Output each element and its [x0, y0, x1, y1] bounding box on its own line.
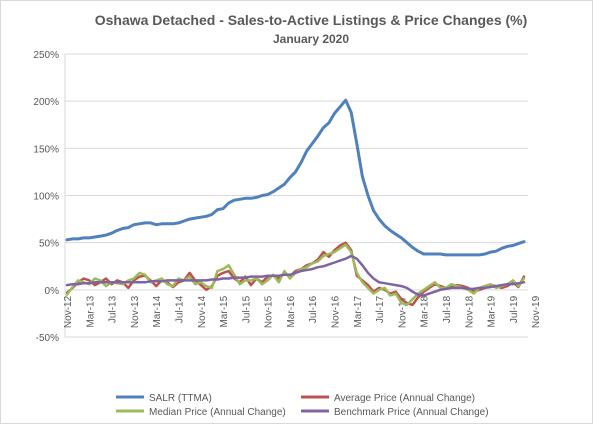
x-tick-label: Nov-17 — [397, 295, 408, 328]
x-tick-label: Nov-12 — [63, 295, 74, 328]
x-tick-label: Mar-15 — [219, 295, 230, 327]
legend-label: Median Price (Annual Change) — [149, 407, 286, 418]
x-tick-label: Jul-15 — [241, 295, 252, 323]
x-tick-label: Nov-16 — [331, 295, 342, 328]
y-tick-label: 250% — [33, 50, 59, 61]
x-tick-label: Jul-14 — [174, 295, 185, 323]
x-tick-label: Jul-17 — [375, 295, 386, 323]
x-tick-label: Jul-19 — [509, 295, 520, 323]
y-tick-label: 0% — [45, 286, 60, 297]
x-tick-label: Nov-18 — [464, 295, 475, 328]
chart-title: Oshawa Detached - Sales-to-Active Listin… — [95, 12, 528, 28]
x-tick-label: Jul-13 — [108, 295, 119, 323]
y-tick-label: 200% — [33, 97, 59, 108]
y-tick-label: 150% — [33, 144, 59, 155]
x-tick-label: Nov-14 — [197, 295, 208, 328]
legend-label: Average Price (Annual Change) — [334, 393, 475, 404]
x-tick-label: Nov-13 — [130, 295, 141, 328]
legend-label: SALR (TTMA) — [149, 393, 212, 404]
legend-label: Benchmark Price (Annual Change) — [334, 407, 489, 418]
x-tick-label: Jul-16 — [308, 295, 319, 323]
x-tick-label: Mar-16 — [286, 295, 297, 327]
x-tick-label: Jul-18 — [442, 295, 453, 323]
x-tick-label: Nov-15 — [264, 295, 275, 328]
x-tick-label: Mar-18 — [420, 295, 431, 327]
y-tick-label: 100% — [33, 192, 59, 203]
x-tick-label: Mar-13 — [85, 295, 96, 327]
series-line-1 — [65, 98, 526, 257]
series-line-4 — [65, 254, 526, 297]
x-tick-label: Nov-19 — [531, 295, 542, 328]
x-tick-label: Mar-17 — [353, 295, 364, 327]
y-tick-label: -50% — [36, 333, 59, 344]
chart-subtitle: January 2020 — [273, 32, 349, 46]
y-tick-label: 50% — [39, 239, 59, 250]
x-tick-label: Mar-14 — [152, 295, 163, 327]
x-tick-label: Mar-19 — [487, 295, 498, 327]
